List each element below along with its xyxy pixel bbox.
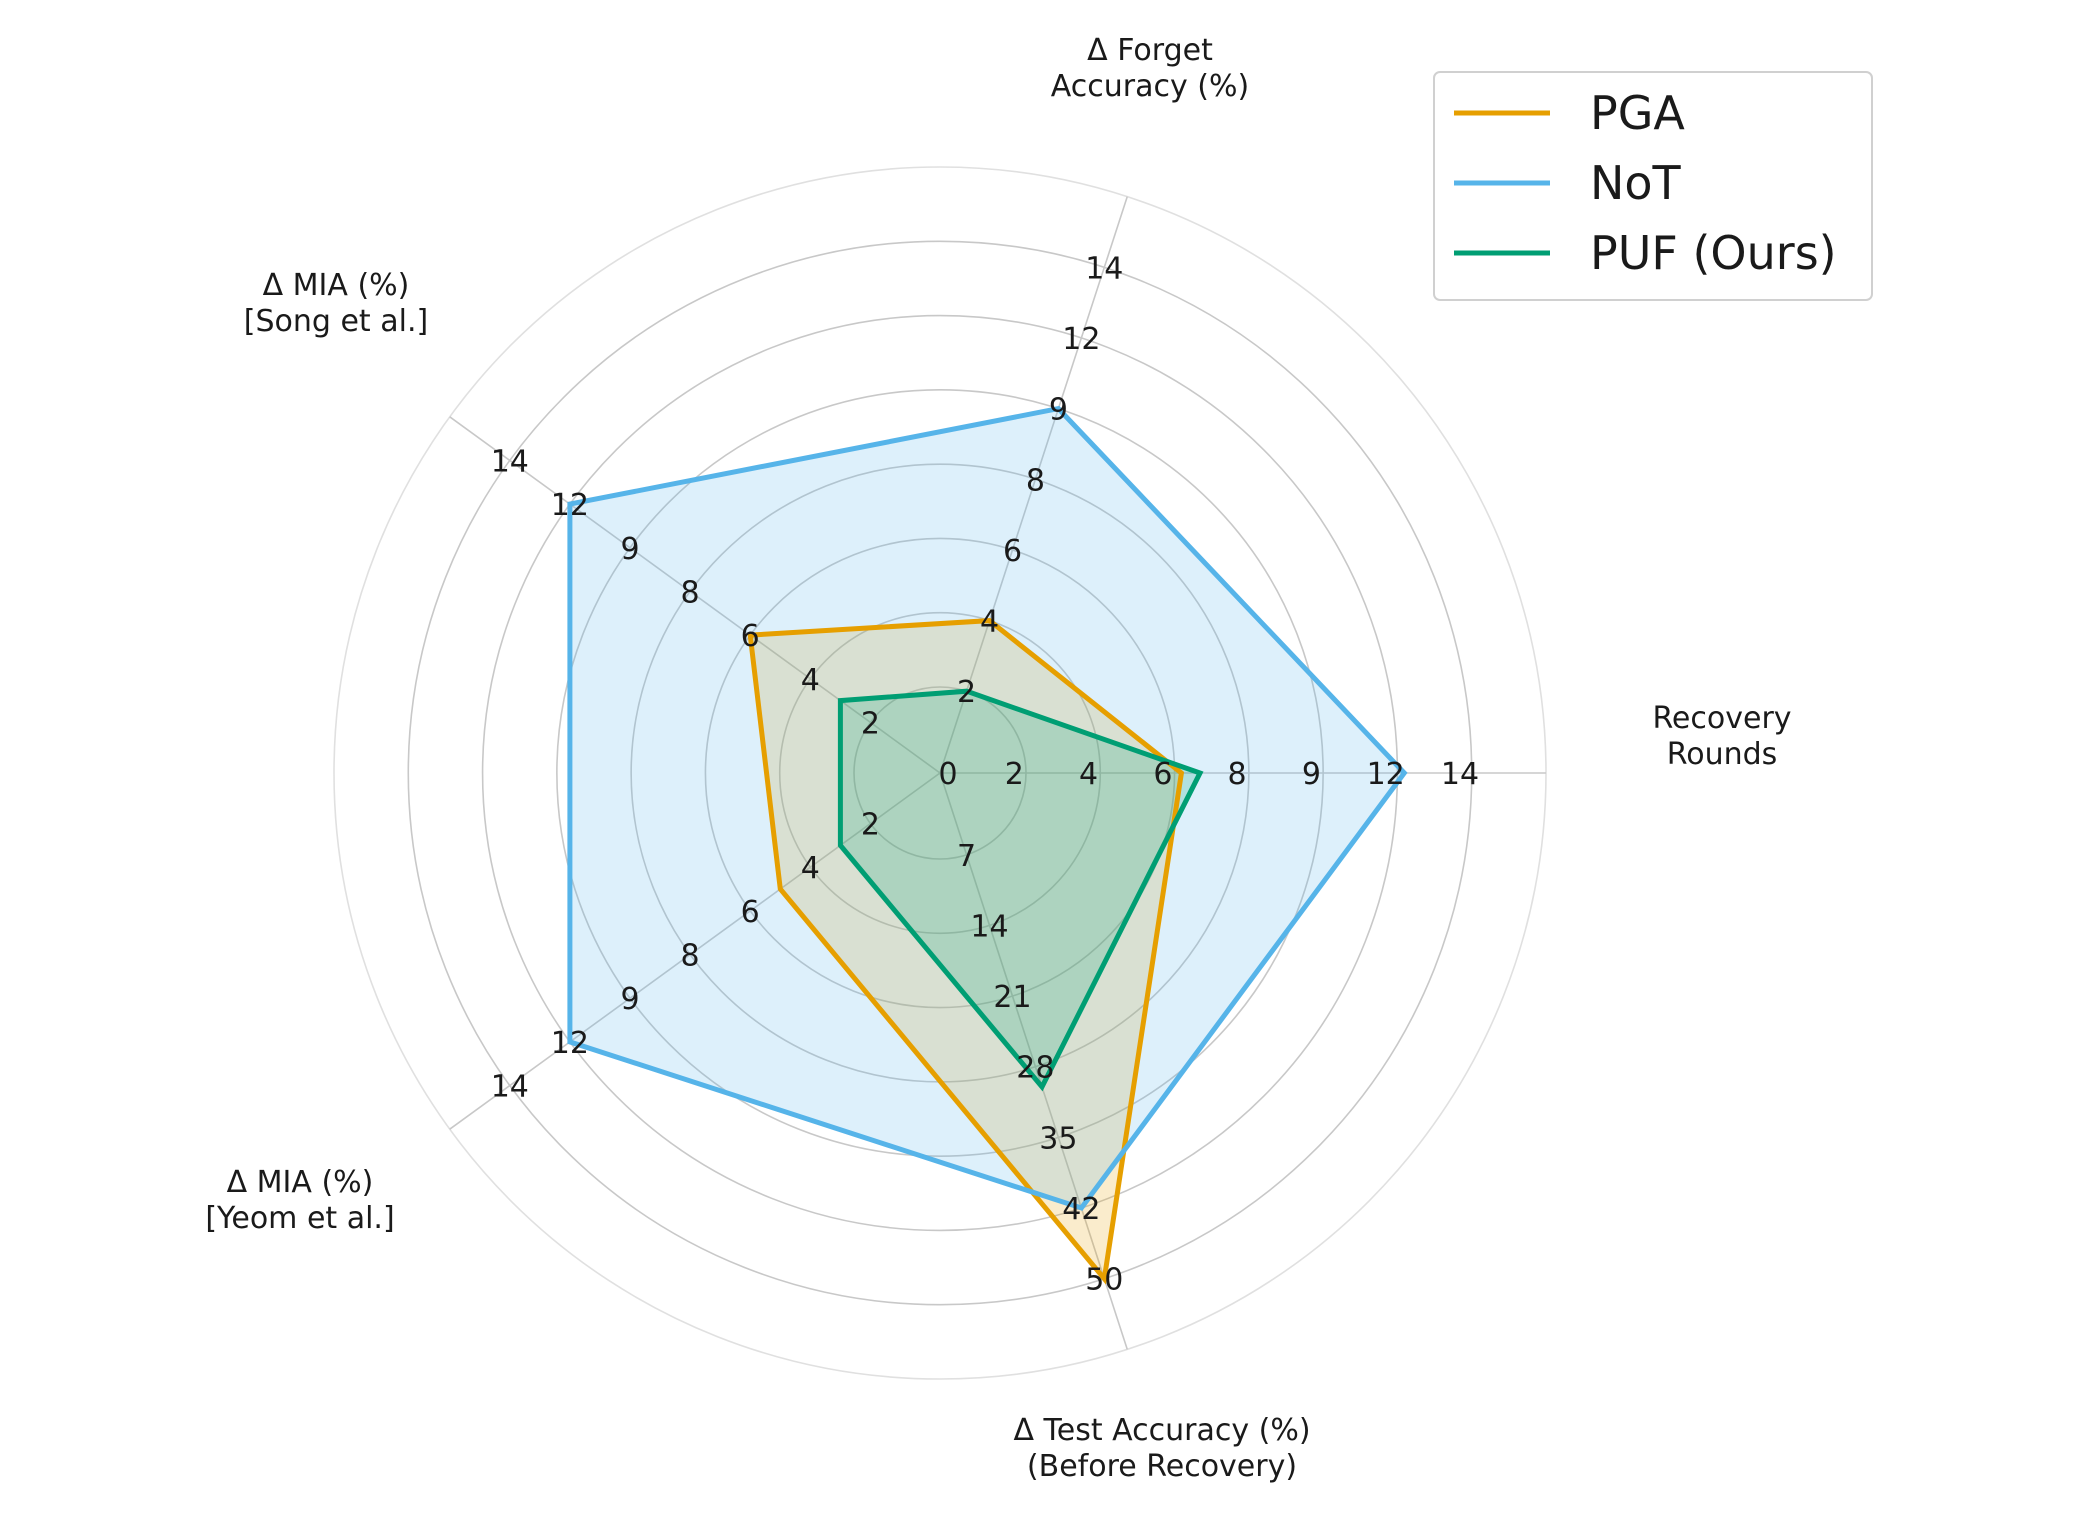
tick-label: 6: [741, 895, 760, 930]
tick-label: 12: [551, 1026, 589, 1061]
legend-box: [1433, 71, 1873, 301]
legend-entry: PUF (Ours): [1590, 226, 1837, 280]
axis-spoke: [939, 772, 1129, 1350]
tick-label: 21: [993, 980, 1031, 1015]
tick-label: 9: [1049, 393, 1068, 428]
tick-label: 2: [1005, 757, 1024, 792]
tick-label: 42: [1062, 1192, 1100, 1227]
axis-spoke: [449, 772, 941, 1130]
tick-label: 14: [970, 909, 1008, 944]
series-area-puf-ours-: [840, 691, 1200, 1087]
tick-label: 7: [957, 839, 976, 874]
axis-spoke: [449, 416, 941, 774]
tick-label: 4: [1079, 757, 1098, 792]
tick-label: 2: [861, 707, 880, 742]
tick-label: 6: [741, 619, 760, 654]
tick-label: 8: [1228, 757, 1247, 792]
series-lines: [567, 405, 1408, 1285]
tick-label: 2: [861, 808, 880, 843]
axis-label: Δ MIA (%) [Yeom et al.]: [205, 1165, 394, 1236]
tick-label: 28: [1016, 1051, 1054, 1086]
axis-label: Δ MIA (%) [Song et al.]: [244, 268, 428, 339]
tick-label: 50: [1085, 1263, 1123, 1298]
tick-label: 12: [551, 488, 589, 523]
tick-label: 8: [681, 939, 700, 974]
tick-label: 12: [1367, 757, 1405, 792]
legend: PGA NoT PUF (Ours): [1433, 71, 1873, 301]
series-line-pga: [747, 618, 1185, 1285]
series-line-not: [567, 405, 1408, 1211]
tick-label: 4: [801, 851, 820, 886]
tick-label: 9: [620, 532, 639, 567]
legend-entry: PGA: [1590, 86, 1685, 140]
tick-label: 6: [1153, 757, 1172, 792]
tick-label: 12: [1062, 322, 1100, 357]
legend-entry: NoT: [1590, 156, 1682, 210]
tick-label: 9: [1302, 757, 1321, 792]
tick-label: 9: [620, 982, 639, 1017]
tick-labels: 0 2 4 6 8 9 12 14246891214246891214246891214714…: [491, 251, 1479, 1297]
tick-label: 14: [1441, 757, 1479, 792]
tick-label: 35: [1039, 1121, 1077, 1156]
axis-label: Δ Forget Accuracy (%): [1051, 33, 1249, 104]
tick-label: 8: [1026, 463, 1045, 498]
tick-label: 14: [491, 445, 529, 480]
tick-label: 8: [681, 576, 700, 611]
series-area-not: [569, 408, 1405, 1209]
axis-spoke: [939, 196, 1129, 774]
series-area-pga: [750, 620, 1182, 1279]
axis-label: Δ Test Accuracy (%) (Before Recovery): [1013, 1413, 1310, 1484]
tick-label: 2: [957, 675, 976, 710]
tick-label: 6: [1003, 534, 1022, 569]
series-line-puf-ours-: [837, 688, 1204, 1092]
axis-labels: Recovery Rounds Δ Forget Accuracy (%) Δ MIA …: [205, 33, 1791, 1484]
tick-label: 4: [801, 663, 820, 698]
series-fills: [569, 408, 1405, 1279]
tick-label: 14: [1085, 251, 1123, 286]
tick-label: 0: [938, 757, 957, 792]
tick-label: 14: [491, 1070, 529, 1105]
axis-label: Recovery Rounds: [1652, 701, 1791, 772]
tick-label: 4: [980, 605, 999, 640]
